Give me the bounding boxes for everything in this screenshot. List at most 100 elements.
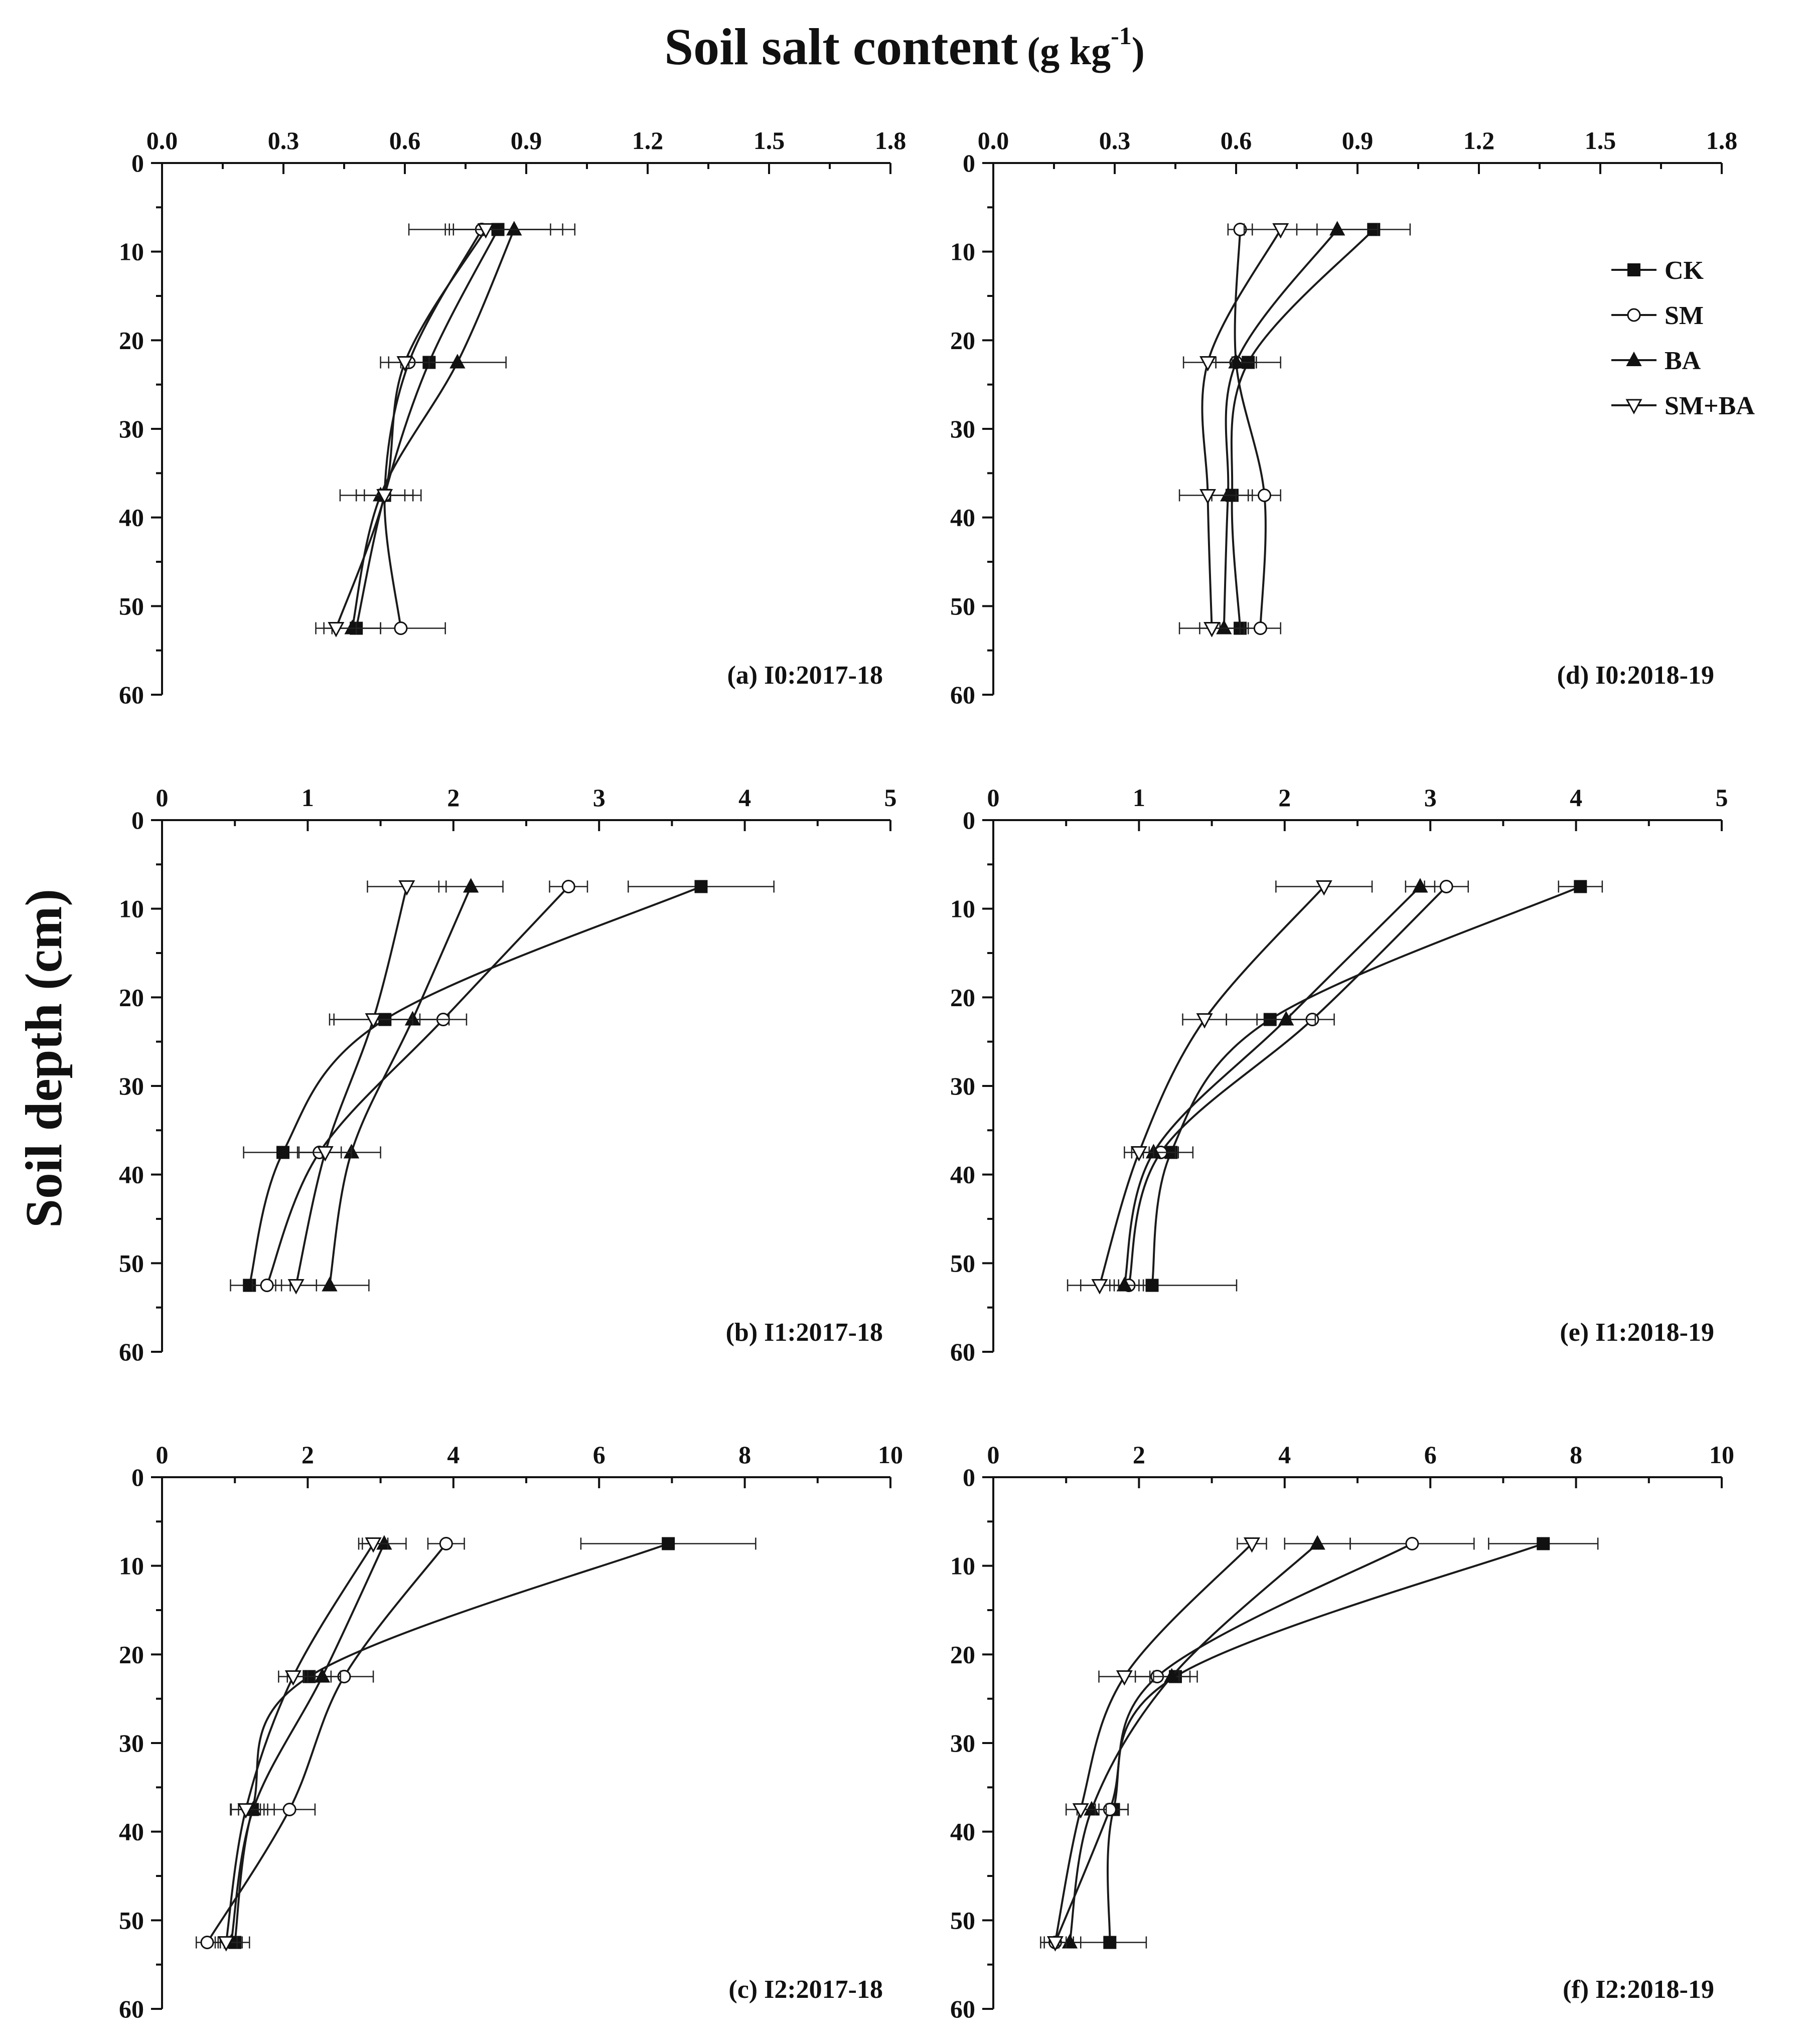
y-tick-label: 30 <box>119 415 144 443</box>
y-tick-label: 40 <box>119 1161 144 1189</box>
data-point-marker <box>1278 1011 1294 1026</box>
series-line <box>1151 885 1581 1286</box>
series-line <box>1230 229 1375 628</box>
data-point-marker <box>376 489 393 505</box>
series-line <box>1054 1543 1253 1943</box>
x-tick-label: 1.2 <box>1463 126 1495 154</box>
x-tick-label: 0 <box>156 783 169 812</box>
data-point-marker <box>284 1670 302 1686</box>
panel-title: (c) I2:2017-18 <box>728 1975 883 2004</box>
y-tick-label: 30 <box>950 415 975 443</box>
y-tick-label: 50 <box>950 592 975 620</box>
data-point-marker <box>317 1146 334 1162</box>
series-line <box>1106 1542 1544 1943</box>
data-point-marker <box>1116 1277 1133 1292</box>
series-sm-plus-ba <box>275 880 447 1295</box>
data-point-marker <box>1309 1535 1325 1550</box>
x-tick-label: 0 <box>987 783 1000 812</box>
series-sm <box>355 223 515 635</box>
x-tick-label: 4 <box>1278 1441 1291 1469</box>
series-ck <box>1211 223 1411 635</box>
legend-label: SM+BA <box>1665 392 1755 420</box>
series-ba <box>289 878 504 1292</box>
panel-title: (f) I2:2018-19 <box>1563 1975 1714 2004</box>
series-ba <box>1199 221 1379 635</box>
x-tick-label: 5 <box>884 783 897 812</box>
series-sm <box>1040 1537 1475 1949</box>
y-tick-label: 10 <box>950 895 975 923</box>
y-tick-label: 50 <box>950 1249 975 1277</box>
legend-marker <box>1627 263 1640 276</box>
y-tick-label: 10 <box>950 1552 975 1580</box>
x-tick-label: 0.0 <box>978 126 1009 154</box>
x-tick-label: 10 <box>1709 1441 1734 1469</box>
y-tick-label: 20 <box>119 1640 144 1668</box>
data-point-marker <box>1145 1279 1159 1292</box>
x-tick-label: 2 <box>302 1441 314 1469</box>
y-tick-label: 20 <box>950 326 975 354</box>
series-line <box>1099 886 1325 1286</box>
data-point-marker <box>561 880 575 893</box>
data-point-marker <box>1103 1936 1117 1949</box>
y-tick-label: 10 <box>119 238 144 266</box>
series-line <box>230 1543 385 1943</box>
x-tick-label: 6 <box>1424 1441 1437 1469</box>
data-point-marker <box>1243 1537 1260 1553</box>
series-ba <box>219 1535 407 1949</box>
x-tick-label: 0.0 <box>146 126 178 154</box>
data-point-marker <box>398 880 415 896</box>
y-tick-label: 60 <box>950 1995 975 2023</box>
x-tick-label: 1.5 <box>1585 126 1616 154</box>
y-tick-label: 60 <box>119 681 144 709</box>
series-ck <box>219 1537 757 1949</box>
data-point-marker <box>276 1146 290 1159</box>
data-point-marker <box>1439 880 1453 893</box>
series-sm-plus-ba <box>1178 223 1318 638</box>
series-ck <box>1067 880 1603 1292</box>
series-line <box>1128 886 1447 1286</box>
legend: CK SM BA SM+BA <box>1611 256 1755 420</box>
series-sm-plus-ba <box>1043 1537 1267 1952</box>
data-point-marker <box>1257 489 1271 502</box>
panel-d: 0.0 0.3 0.6 0.9 1.2 1.5 1.8 0 10 20 30 40 50 60 (d) I0… <box>950 126 1737 709</box>
series-line <box>295 886 408 1286</box>
legend-item: SM <box>1611 301 1704 330</box>
x-tick-label: 2 <box>1133 1441 1145 1469</box>
data-point-marker <box>1116 1670 1133 1686</box>
legend-label: CK <box>1665 256 1704 285</box>
x-tick-label: 4 <box>1570 783 1582 812</box>
series-line <box>383 229 483 628</box>
y-tick-label: 0 <box>963 1463 975 1491</box>
series-line <box>234 1542 669 1943</box>
series-line <box>1123 886 1421 1286</box>
data-point-marker <box>328 622 345 638</box>
y-tick-label: 30 <box>119 1729 144 1757</box>
series-ba <box>1058 1535 1351 1949</box>
y-tick-label: 40 <box>119 1818 144 1846</box>
series-line <box>248 885 702 1286</box>
y-tick-label: 30 <box>950 1072 975 1100</box>
data-point-marker <box>396 356 413 372</box>
y-tick-label: 0 <box>131 806 144 834</box>
data-point-marker <box>1272 223 1289 239</box>
series-line <box>206 1543 447 1943</box>
y-tick-label: 50 <box>119 1249 144 1277</box>
panel-title: (a) I0:2017-18 <box>727 661 883 690</box>
x-tick-label: 0.3 <box>1099 126 1131 154</box>
panel-title: (b) I1:2017-18 <box>726 1318 883 1347</box>
data-point-marker <box>506 221 522 236</box>
y-tick-label: 20 <box>950 1640 975 1668</box>
series-ck <box>230 880 775 1292</box>
data-point-marker <box>1216 619 1232 635</box>
series-line <box>328 886 472 1286</box>
panel-c: 0 2 4 6 8 10 0 10 20 30 40 50 60 (c) I2:2017-18 <box>119 1441 903 2023</box>
x-tick-label: 0.9 <box>1342 126 1374 154</box>
series-line <box>1054 1542 1413 1943</box>
x-tick-label: 6 <box>593 1441 606 1469</box>
series-line <box>225 1543 374 1943</box>
legend-item: CK <box>1611 256 1704 285</box>
x-tick-label: 5 <box>1716 783 1728 812</box>
